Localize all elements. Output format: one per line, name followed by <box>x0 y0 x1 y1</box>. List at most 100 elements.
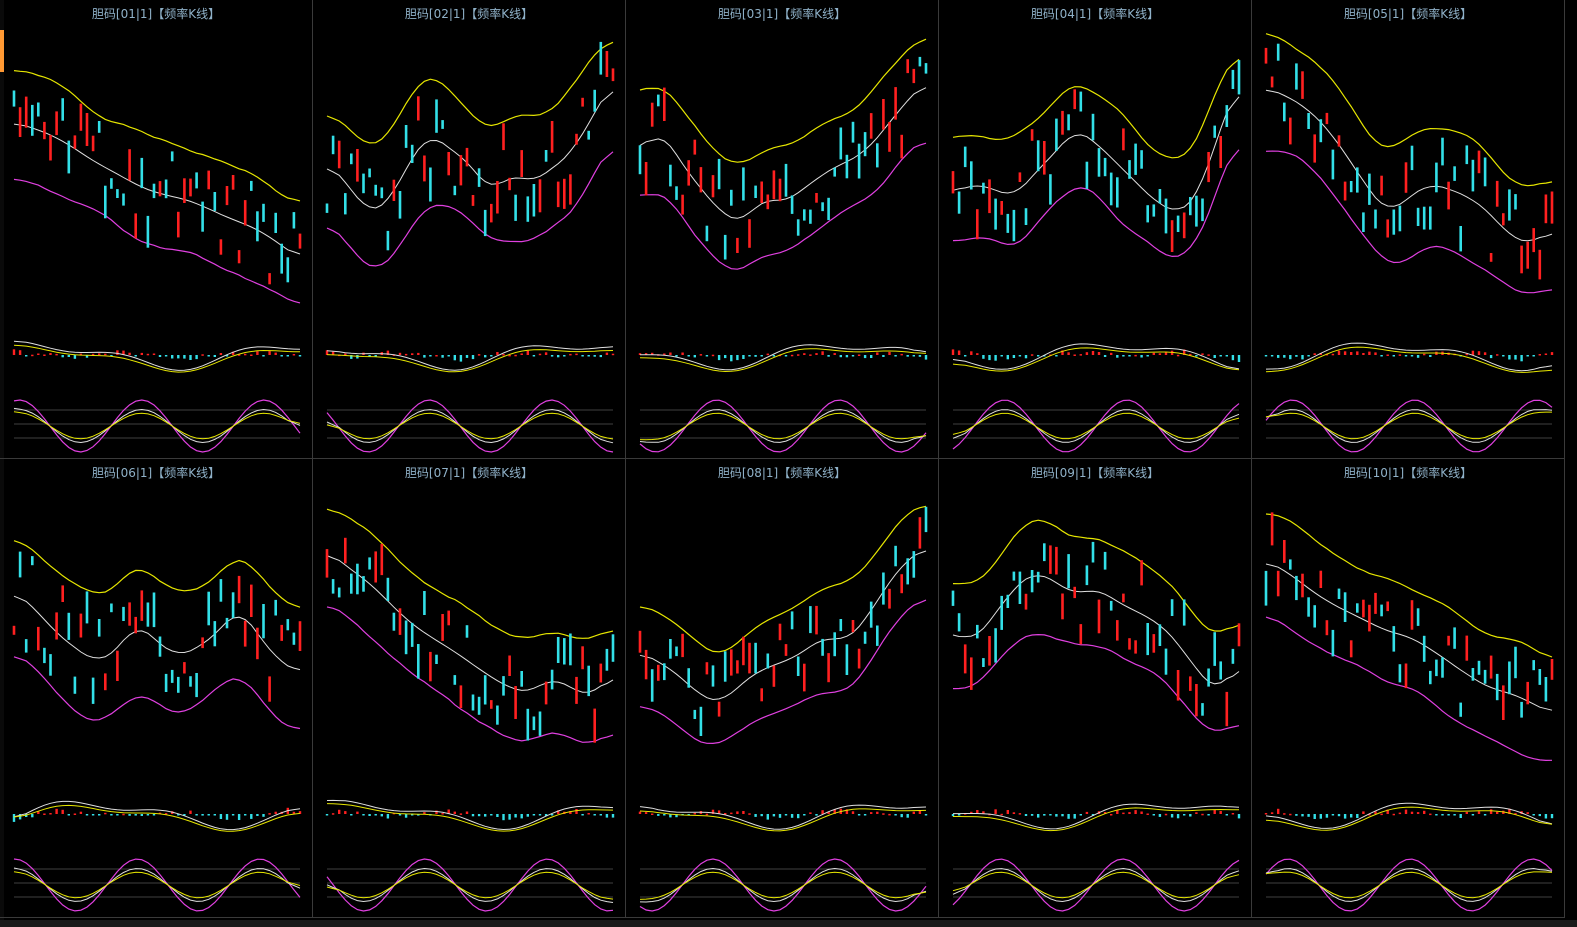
histogram-bar <box>1416 355 1420 358</box>
candle <box>1030 129 1034 141</box>
candle <box>79 613 83 638</box>
histogram-bar <box>1550 814 1554 819</box>
dif-line <box>13 340 301 371</box>
candle <box>1140 560 1143 586</box>
histogram-bar <box>441 355 444 358</box>
candle <box>705 662 709 675</box>
histogram-bar <box>1091 814 1095 816</box>
candle <box>1213 125 1216 138</box>
candle <box>544 681 548 705</box>
kline-chart[interactable] <box>1252 459 1565 918</box>
candle <box>705 225 709 242</box>
candle <box>1237 623 1241 647</box>
chart-panel[interactable]: 胆码[09|1]【频率K线】 <box>939 459 1252 918</box>
candle <box>1356 603 1359 613</box>
d-line <box>952 412 1240 440</box>
candle <box>918 517 922 549</box>
candle <box>748 642 751 674</box>
histogram-bar <box>67 814 70 816</box>
histogram-bar <box>362 814 365 816</box>
candle <box>863 631 867 644</box>
candle <box>337 140 341 169</box>
histogram-bar <box>1012 355 1016 358</box>
histogram-bar <box>490 355 493 357</box>
candle <box>650 669 654 702</box>
histogram-bar <box>25 355 28 357</box>
candle <box>447 152 450 176</box>
dif-line <box>1265 342 1553 372</box>
candle <box>593 89 596 112</box>
chart-panel[interactable]: 胆码[10|1]【频率K线】 <box>1252 459 1565 918</box>
histogram-bar <box>1043 814 1046 816</box>
kline-chart[interactable] <box>0 0 313 459</box>
histogram-bar <box>675 355 678 357</box>
histogram-bar <box>675 814 678 818</box>
middle-band-line <box>952 96 1240 210</box>
chart-panel[interactable]: 胆码[04|1]【频率K线】 <box>939 0 1252 459</box>
histogram-bar <box>435 810 438 814</box>
dea-line <box>13 344 301 373</box>
histogram-bar <box>1392 355 1395 357</box>
candle <box>435 654 438 664</box>
kline-chart[interactable] <box>626 0 939 459</box>
chart-panel[interactable]: 胆码[03|1]【频率K线】 <box>626 0 939 459</box>
histogram-bar <box>876 352 879 355</box>
kline-chart[interactable] <box>626 459 939 918</box>
histogram-bar <box>550 355 554 357</box>
candle <box>809 209 812 224</box>
histogram-bar <box>1195 812 1198 814</box>
candle <box>882 99 885 130</box>
chart-panel[interactable]: 胆码[02|1]【频率K线】 <box>313 0 626 459</box>
histogram-bar <box>1037 814 1040 818</box>
candle <box>1550 659 1554 680</box>
candle <box>459 685 463 709</box>
histogram-bar <box>350 814 353 816</box>
chart-panel[interactable]: 胆码[06|1]【频率K线】 <box>0 459 313 918</box>
j-line <box>326 858 614 912</box>
candle <box>1158 624 1162 646</box>
candle <box>982 658 985 667</box>
histogram-bar <box>55 808 58 814</box>
candle <box>1283 540 1286 563</box>
candle <box>1416 207 1420 226</box>
histogram-bar <box>1410 811 1414 814</box>
j-line <box>639 399 927 453</box>
kline-chart[interactable] <box>1252 0 1565 459</box>
candle <box>146 215 150 248</box>
histogram-bar <box>851 811 855 814</box>
candle <box>1349 181 1353 193</box>
histogram-bar <box>651 813 654 815</box>
chart-panel[interactable]: 胆码[05|1]【频率K线】 <box>1252 0 1565 459</box>
histogram-bar <box>1532 355 1535 357</box>
histogram-bar <box>699 354 703 356</box>
kline-chart[interactable] <box>939 0 1252 459</box>
candle <box>207 591 210 626</box>
kline-chart[interactable] <box>313 0 626 459</box>
kline-chart[interactable] <box>313 459 626 918</box>
histogram-bar <box>581 355 584 357</box>
chart-panel[interactable]: 胆码[08|1]【频率K线】 <box>626 459 939 918</box>
histogram-bar <box>1483 814 1487 816</box>
panel-title: 胆码[09|1]【频率K线】 <box>1030 466 1160 480</box>
histogram-bar <box>644 812 648 814</box>
histogram-bar <box>37 811 40 814</box>
histogram-bar <box>1189 814 1192 817</box>
candle <box>410 144 414 163</box>
chart-panel[interactable]: 胆码[07|1]【频率K线】 <box>313 459 626 918</box>
candle <box>231 592 235 619</box>
candle <box>1520 245 1523 274</box>
histogram-bar <box>374 355 377 357</box>
histogram-bar <box>563 355 566 357</box>
candle <box>839 127 843 160</box>
kline-chart[interactable] <box>0 459 313 918</box>
histogram-bar <box>213 814 216 816</box>
histogram-bar <box>104 812 107 815</box>
histogram-bar <box>268 813 271 815</box>
histogram-bar <box>1453 814 1456 816</box>
candle <box>1085 161 1089 189</box>
histogram-bar <box>1231 355 1235 361</box>
chart-panel[interactable]: 胆码[01|1]【频率K线】 <box>0 0 313 459</box>
kline-chart[interactable] <box>939 459 1252 918</box>
candle <box>398 191 402 219</box>
candle <box>1453 627 1456 649</box>
